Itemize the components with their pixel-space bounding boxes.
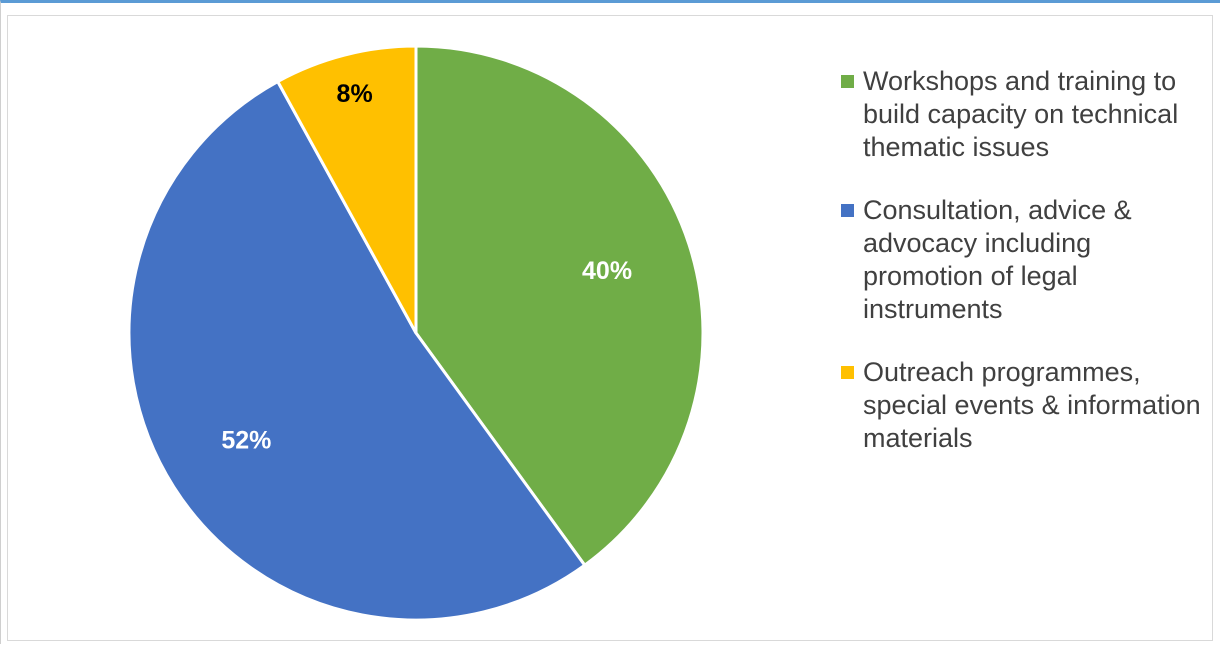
legend-swatch-3: [841, 366, 854, 379]
legend-item-1: Workshops and training to build capacity…: [837, 65, 1213, 164]
chart-legend: Workshops and training to build capacity…: [837, 65, 1213, 455]
legend-item-2: Consultation, advice & advocacy includin…: [837, 194, 1213, 326]
data-label-1: 40%: [582, 257, 632, 285]
legend-label-3: Outreach programmes, special events & in…: [863, 357, 1201, 453]
legend-swatch-2: [841, 204, 854, 217]
legend-item-3: Outreach programmes, special events & in…: [837, 356, 1213, 455]
pie-chart: 40% 52% 8%: [127, 44, 705, 622]
data-label-3: 8%: [337, 80, 373, 108]
legend-label-2: Consultation, advice & advocacy includin…: [863, 195, 1132, 324]
legend-label-1: Workshops and training to build capacity…: [863, 66, 1179, 162]
pie-slice-2: [127, 80, 587, 622]
pie-slice-3: [276, 44, 418, 335]
legend-swatch-1: [841, 75, 854, 88]
data-label-2: 52%: [221, 427, 271, 455]
pie-slice-1: [414, 44, 705, 567]
